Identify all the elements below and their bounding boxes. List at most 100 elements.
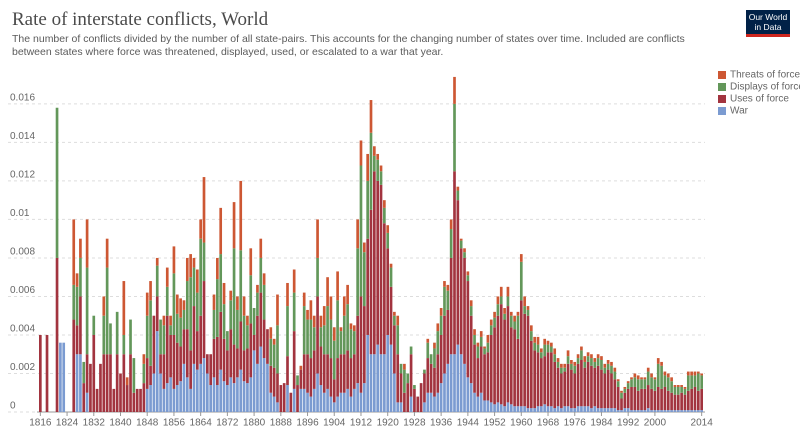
bar-segment	[683, 394, 687, 411]
bar-segment	[650, 373, 653, 378]
bar-segment	[379, 165, 383, 172]
bar-segment	[476, 396, 480, 412]
bar-segment	[429, 354, 433, 364]
bar-segment	[680, 410, 683, 412]
bar-segment	[362, 242, 366, 253]
bar-segment	[463, 257, 466, 364]
bar-segment	[336, 271, 339, 301]
bar-segment	[195, 269, 199, 293]
bar-segment	[155, 257, 159, 266]
bar-segment	[55, 257, 59, 412]
bar-segment	[349, 329, 353, 359]
bar-segment	[573, 373, 577, 409]
bar-segment	[192, 363, 196, 412]
bar-segment	[336, 396, 339, 412]
bar-segment	[523, 313, 526, 407]
bar-segment	[483, 346, 486, 349]
bar-segment	[626, 383, 630, 389]
bar-segment	[556, 358, 560, 362]
bar-segment	[519, 300, 523, 407]
bar-segment	[473, 334, 476, 345]
chart-title: Rate of interstate conflicts, World	[12, 9, 269, 30]
bar-segment	[529, 331, 533, 341]
bar-segment	[312, 315, 316, 328]
bar-segment	[195, 369, 199, 412]
bar-segment	[169, 315, 172, 326]
bar-segment	[329, 396, 333, 412]
bar-segment	[473, 392, 476, 412]
bar-segment	[399, 363, 403, 374]
bar-segment	[586, 361, 590, 407]
bar-segment	[393, 325, 396, 374]
bar-segment	[550, 346, 553, 353]
bar-segment	[506, 286, 510, 297]
bar-segment	[79, 354, 82, 412]
bar-segment	[212, 294, 216, 310]
x-tick-label: 1872	[216, 418, 239, 429]
legend-label: Uses of force	[730, 94, 789, 105]
bar-segment	[346, 284, 349, 305]
bar-segment	[499, 296, 503, 305]
bar-segment	[276, 294, 279, 326]
bar-segment	[516, 338, 520, 407]
bar-segment	[352, 331, 356, 355]
bar-segment	[433, 367, 436, 397]
bar-segment	[556, 406, 560, 412]
bar-segment	[700, 388, 703, 411]
bar-segment	[696, 371, 700, 374]
bar-segment	[499, 404, 503, 412]
logo[interactable]: Our World in Data	[746, 10, 790, 37]
bar-segment	[75, 273, 79, 287]
bar-segment	[616, 379, 620, 382]
bar-segment	[309, 396, 313, 412]
x-tick-label: 1880	[243, 418, 266, 429]
bar-segment	[179, 381, 182, 412]
bar-segment	[329, 358, 333, 397]
bar-segment	[570, 369, 573, 409]
bar-segment	[122, 354, 126, 412]
bar-segment	[246, 315, 249, 326]
bar-segment	[466, 281, 470, 378]
bar-segment	[306, 354, 309, 393]
bar-segment	[409, 346, 413, 355]
bar-segment	[122, 334, 126, 355]
bar-segment	[206, 354, 209, 374]
bar-segment	[563, 363, 567, 368]
bar-segment	[513, 321, 516, 330]
bar-segment	[95, 388, 99, 412]
bar-segment	[322, 354, 326, 393]
bar-segment	[172, 246, 176, 274]
bar-segment	[600, 369, 603, 409]
bar-segment	[79, 257, 82, 297]
bar-segment	[342, 392, 346, 412]
bar-segment	[199, 219, 202, 239]
bar-segment	[312, 350, 316, 389]
bar-segment	[246, 348, 249, 384]
bar-segment	[580, 350, 583, 361]
bar-segment	[129, 319, 132, 355]
bar-segment	[222, 381, 226, 412]
bar-segment	[356, 248, 359, 316]
bar-segment	[606, 360, 610, 364]
bar-segment	[169, 325, 172, 335]
bar-segment	[676, 394, 680, 411]
bar-segment	[610, 408, 613, 412]
bar-segment	[473, 344, 476, 393]
bar-segment	[449, 354, 453, 412]
bar-segment	[119, 373, 122, 412]
bar-segment	[145, 292, 149, 316]
bar-segment	[82, 383, 86, 412]
bar-segment	[509, 404, 513, 412]
bar-segment	[666, 373, 670, 378]
bar-segment	[319, 315, 323, 328]
bar-segment	[596, 408, 600, 412]
bar-segment	[433, 348, 436, 368]
bar-segment	[576, 406, 580, 412]
bar-segment	[533, 336, 536, 343]
bar-segment	[496, 304, 500, 316]
bar-segment	[466, 377, 470, 412]
bar-segment	[306, 319, 309, 355]
bar-segment	[386, 248, 390, 335]
y-tick-label: 0.01	[10, 208, 30, 219]
